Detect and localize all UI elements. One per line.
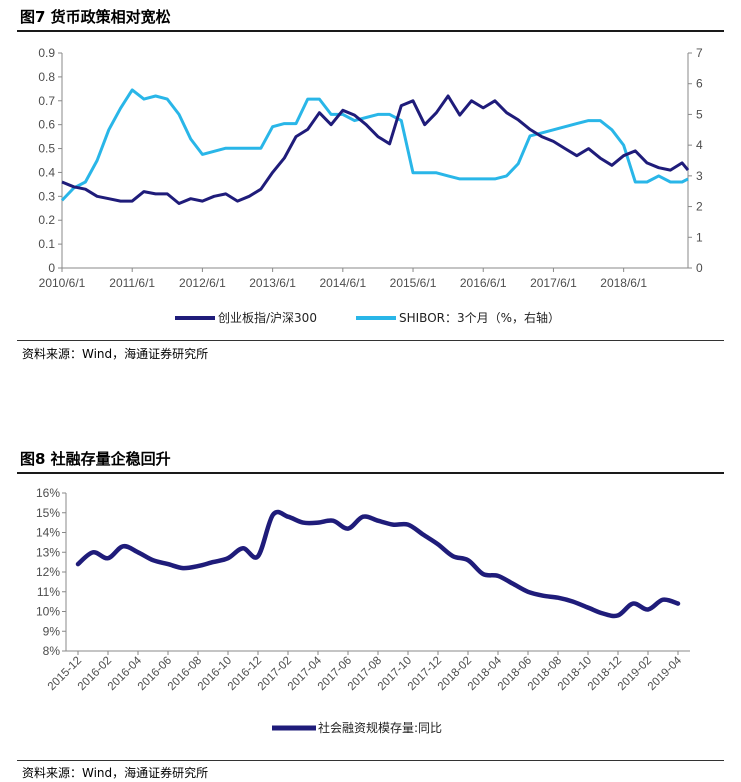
fig7-left-tick-label: 0.4 xyxy=(38,165,55,179)
fig7-right-tick-label: 1 xyxy=(696,230,703,244)
fig7-title-divider xyxy=(17,30,724,32)
fig8-title: 图8 社融存量企稳回升 xyxy=(20,450,171,468)
legend-label-shibor: SHIBOR：3个月（%，右轴） xyxy=(399,310,560,325)
fig7-right-axis-ticks: 0 1 2 3 4 5 6 7 xyxy=(688,46,703,275)
fig8-chart: 8% 9% 10% 11% 12% 13% 14% 15% 16% 2015-122016-02… xyxy=(36,486,690,735)
fig8-title-divider xyxy=(17,472,724,474)
fig7-x-tick-label: 2010/6/1 xyxy=(39,276,86,290)
fig7-axes xyxy=(61,53,689,269)
fig8-y-tick-label: 15% xyxy=(36,506,60,520)
fig7-right-tick-label: 0 xyxy=(696,261,703,275)
fig8-y-tick-label: 10% xyxy=(36,605,60,619)
fig8-y-tick-label: 14% xyxy=(36,526,60,540)
fig8-source: 资料来源：Wind，海通证券研究所 xyxy=(22,766,209,780)
fig7-x-tick-label: 2015/6/1 xyxy=(390,276,437,290)
fig7-x-tick-label: 2012/6/1 xyxy=(179,276,226,290)
fig7-series-gem-ratio-line xyxy=(61,94,690,205)
fig7-left-tick-label: 0.7 xyxy=(38,94,55,108)
fig8-source-divider xyxy=(17,760,724,761)
fig7-right-tick-label: 5 xyxy=(696,107,703,121)
fig7-left-tick-label: 0.9 xyxy=(38,46,55,60)
fig7-x-tick-label: 2013/6/1 xyxy=(249,276,296,290)
legend-label-gem-ratio: 创业板指/沪深300 xyxy=(218,310,317,325)
fig7-left-tick-label: 0.8 xyxy=(38,70,55,84)
fig7-left-tick-label: 0.5 xyxy=(38,142,55,156)
fig7-left-tick-label: 0.3 xyxy=(38,189,55,203)
fig7-x-tick-label: 2018/6/1 xyxy=(600,276,647,290)
fig8-y-tick-label: 12% xyxy=(36,565,60,579)
fig8-x-tick-label: 2019-04 xyxy=(646,654,685,693)
fig7-chart: 0 0.1 0.2 0.3 0.4 0.5 0.6 0.7 0.8 0.9 0 1 2 3 4 5 6 7 20… xyxy=(38,46,703,325)
fig8-x-axis-ticks: 2015-122016-022016-042016-062016-082016-… xyxy=(46,651,685,693)
fig7-x-tick-label: 2011/6/1 xyxy=(109,276,155,290)
legend-label-tsf-yoy: 社会融资规模存量:同比 xyxy=(318,720,442,735)
fig7-left-tick-label: 0 xyxy=(48,261,55,275)
fig7-x-axis-ticks: 2010/6/1 2011/6/1 2012/6/1 2013/6/1 2014/6/1… xyxy=(39,268,647,290)
fig7-left-tick-label: 0.6 xyxy=(38,118,55,132)
fig7-left-tick-label: 0.2 xyxy=(38,213,55,227)
fig7-right-tick-label: 6 xyxy=(696,77,703,91)
fig8-y-axis-ticks: 8% 9% 10% 11% 12% 13% 14% 15% 16% xyxy=(36,486,66,658)
fig7-x-tick-label: 2017/6/1 xyxy=(530,276,577,290)
fig7-left-axis-ticks: 0 0.1 0.2 0.3 0.4 0.5 0.6 0.7 0.8 0.9 xyxy=(38,46,62,275)
fig7-right-tick-label: 3 xyxy=(696,169,703,183)
fig7-x-tick-label: 2016/6/1 xyxy=(460,276,507,290)
fig8-y-tick-label: 9% xyxy=(43,624,61,638)
fig7-legend: 创业板指/沪深300 SHIBOR：3个月（%，右轴） xyxy=(175,310,560,325)
fig7-x-tick-label: 2014/6/1 xyxy=(319,276,366,290)
fig7-left-tick-label: 0.1 xyxy=(38,237,55,251)
fig7-title: 图7 货币政策相对宽松 xyxy=(20,8,171,26)
fig8-axes xyxy=(65,493,690,652)
fig8-y-tick-label: 8% xyxy=(43,644,61,658)
fig7-series-shibor-line xyxy=(60,88,689,202)
fig7-right-tick-label: 2 xyxy=(696,200,703,214)
fig8-series-tsf-yoy-line xyxy=(75,509,681,619)
fig7-right-tick-label: 7 xyxy=(696,46,703,60)
fig8-y-tick-label: 11% xyxy=(37,585,60,599)
fig7-source: 资料来源：Wind，海通证券研究所 xyxy=(22,347,209,361)
fig8-legend: 社会融资规模存量:同比 xyxy=(272,720,442,735)
fig8-y-tick-label: 16% xyxy=(36,486,60,500)
fig8-y-tick-label: 13% xyxy=(36,545,60,559)
fig7-right-tick-label: 4 xyxy=(696,138,703,152)
fig7-source-divider xyxy=(17,340,724,341)
